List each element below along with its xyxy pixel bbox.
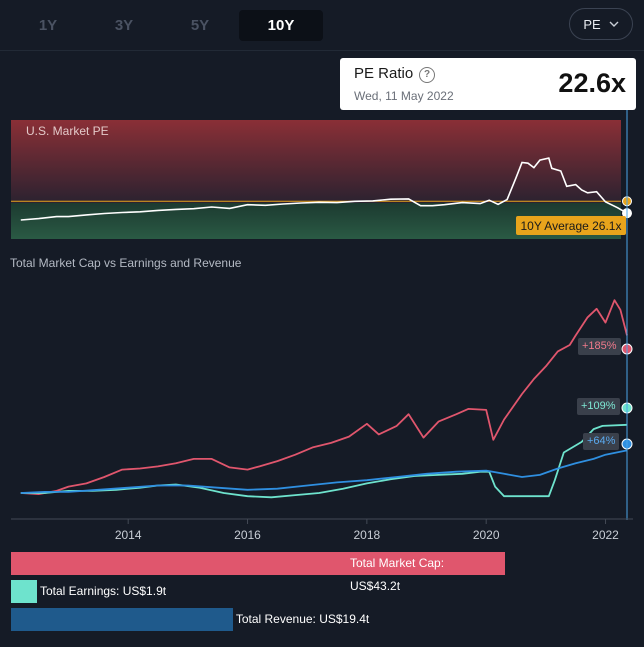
average-pe-badge: 10Y Average 26.1x bbox=[516, 216, 626, 235]
market-cap-bar-label: Total Market Cap: US$43.2t bbox=[350, 556, 445, 593]
pe-above-average-zone bbox=[11, 120, 621, 203]
pe-tooltip: PE Ratio ? Wed, 11 May 2022 22.6x bbox=[340, 58, 636, 110]
metric-dropdown[interactable]: PE bbox=[569, 8, 633, 40]
market-section-title: Total Market Cap vs Earnings and Revenue bbox=[10, 256, 242, 270]
period-tab-5y[interactable]: 5Y bbox=[190, 17, 210, 34]
revenue-bar-label: Total Revenue: US$19.4t bbox=[235, 612, 370, 626]
revenue-bar bbox=[11, 608, 233, 631]
period-tab-1y[interactable]: 1Y bbox=[38, 17, 58, 34]
pe-chart-label: U.S. Market PE bbox=[26, 124, 109, 138]
tooltip-date: Wed, 11 May 2022 bbox=[354, 89, 454, 103]
metric-dropdown-value: PE bbox=[583, 16, 601, 32]
help-icon[interactable]: ? bbox=[419, 67, 435, 83]
header-divider bbox=[0, 50, 644, 51]
x-tick-label: 2022 bbox=[592, 528, 619, 542]
market-cap-bar bbox=[11, 552, 505, 575]
x-tick-label: 2016 bbox=[234, 528, 261, 542]
market-cap-line bbox=[20, 299, 628, 495]
period-tab-10y[interactable]: 10Y bbox=[239, 10, 323, 41]
period-tab-3y[interactable]: 3Y bbox=[114, 17, 134, 34]
earnings-bar bbox=[11, 580, 37, 603]
x-tick-label: 2014 bbox=[115, 528, 142, 542]
tooltip-title: PE Ratio bbox=[354, 65, 414, 82]
chevron-down-icon bbox=[609, 21, 619, 27]
earnings-bar-label: Total Earnings: US$1.9t bbox=[40, 584, 167, 598]
tooltip-value: 22.6x bbox=[558, 68, 626, 98]
market-cap-change-badge: +185% bbox=[578, 338, 621, 355]
period-selector: 1Y 3Y 5Y 10Y PE bbox=[0, 0, 644, 50]
revenue-line bbox=[20, 449, 628, 494]
revenue-change-badge: +64% bbox=[583, 433, 620, 450]
x-tick-label: 2020 bbox=[473, 528, 500, 542]
pe-ratio-line bbox=[20, 157, 628, 221]
earnings-change-badge: +109% bbox=[577, 398, 620, 415]
x-tick-label: 2018 bbox=[354, 528, 381, 542]
earnings-line bbox=[20, 423, 628, 499]
